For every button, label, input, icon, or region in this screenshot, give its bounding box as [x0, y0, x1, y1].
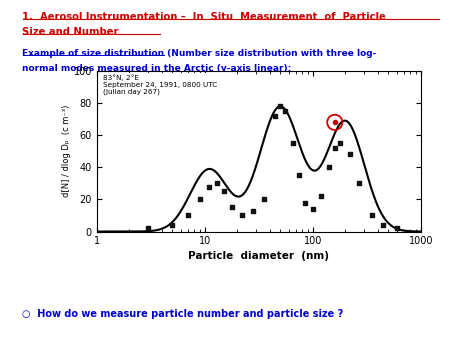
Point: [260, 197, 267, 202]
Point: [196, 197, 203, 202]
Point: [309, 206, 316, 212]
Point: [356, 180, 363, 186]
Point: [277, 103, 284, 109]
Point: [281, 108, 288, 114]
Text: ○  How do we measure particle number and particle size ?: ○ How do we measure particle number and …: [22, 309, 344, 319]
Point: [337, 141, 344, 146]
Point: [393, 226, 400, 231]
Text: Example of size distribution: Example of size distribution: [22, 49, 165, 58]
Point: [213, 180, 220, 186]
Point: [145, 226, 152, 231]
Point: [272, 113, 279, 119]
Text: (Number size distribution with three log-: (Number size distribution with three log…: [164, 49, 377, 58]
Point: [325, 165, 332, 170]
Point: [380, 222, 387, 228]
Text: Size and Number: Size and Number: [22, 27, 119, 37]
Point: [296, 173, 303, 178]
Point: [184, 213, 192, 218]
Point: [206, 184, 213, 189]
Point: [238, 213, 245, 218]
Point: [331, 145, 338, 151]
Point: [302, 200, 309, 206]
Y-axis label: d[N] / dlog Dₚ  (c m⁻³): d[N] / dlog Dₚ (c m⁻³): [62, 105, 71, 197]
X-axis label: Particle  diameter  (nm): Particle diameter (nm): [188, 250, 329, 261]
Point: [220, 189, 227, 194]
Point: [289, 141, 296, 146]
Text: 83°N, 2°E
September 24, 1991, 0800 UTC
(Julian day 267): 83°N, 2°E September 24, 1991, 0800 UTC (…: [103, 74, 217, 95]
Point: [318, 193, 325, 199]
Text: 1.  Aerosol Instrumentation –  In  Situ  Measurement  of  Particle: 1. Aerosol Instrumentation – In Situ Mea…: [22, 12, 386, 22]
Point: [368, 213, 375, 218]
Point: [229, 205, 236, 210]
Point: [169, 222, 176, 228]
Text: normal modes measured in the Arctic (y-axis linear):: normal modes measured in the Arctic (y-a…: [22, 64, 292, 73]
Point: [346, 152, 353, 157]
Point: [331, 120, 338, 125]
Point: [249, 208, 256, 213]
